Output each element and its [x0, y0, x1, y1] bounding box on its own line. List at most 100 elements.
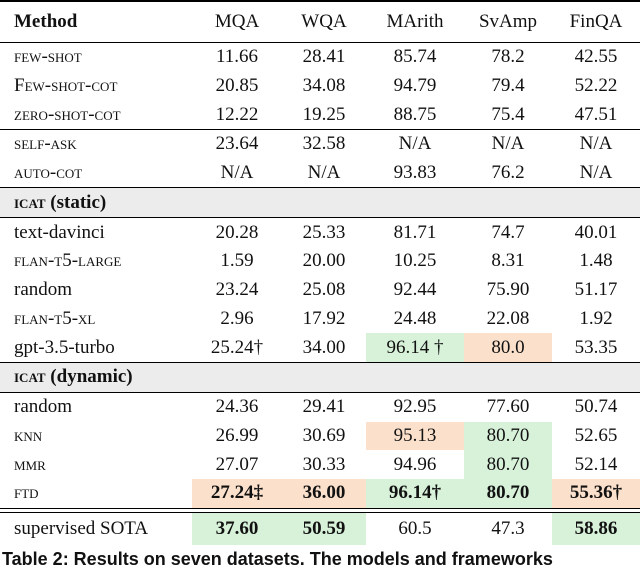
value-cell-second: 55.36† [552, 478, 640, 509]
value-cell: 34.00 [302, 336, 346, 358]
supervised-row: supervised SOTA 37.60 50.59 60.5 47.3 58… [0, 512, 640, 545]
table-caption: Table 2: Results on seven datasets. The … [2, 548, 553, 569]
header-mqa: MQA [214, 11, 260, 32]
value-cell: 92.95 [393, 396, 437, 418]
value-cell: 75.4 [491, 103, 525, 125]
value-cell: 92.44 [393, 279, 437, 301]
value-cell: 75.90 [486, 279, 530, 301]
method-cell: random [14, 396, 73, 418]
table-row: text-davinci 20.28 25.33 81.71 74.7 40.0… [0, 217, 640, 247]
value-cell: 20.00 [302, 250, 346, 272]
value-cell: 10.25 [393, 250, 437, 272]
method-cell: knn [14, 424, 43, 446]
header-finqa: FinQA [569, 11, 623, 32]
value-cell: N/A [579, 133, 613, 155]
value-cell: N/A [398, 133, 432, 155]
method-cell: few-shot [14, 46, 82, 68]
table-row: gpt-3.5-turbo 25.24† 34.00 96.14 † 80.0 … [0, 333, 640, 363]
value-cell-best: 96.14† [366, 478, 464, 509]
method-cell: mmr [14, 453, 46, 475]
value-cell: 52.65 [574, 424, 618, 446]
method-cell: self-ask [14, 133, 77, 155]
table-row: knn 26.99 30.69 95.13 80.70 52.65 [0, 421, 640, 451]
value-cell: 22.08 [486, 307, 530, 329]
value-cell-best: 80.70 [464, 421, 552, 451]
value-cell-best: 96.14 † [366, 333, 464, 363]
value-cell: 52.14 [574, 453, 618, 475]
value-cell: 93.83 [393, 162, 437, 184]
value-cell: 28.41 [302, 46, 346, 68]
value-cell: N/A [579, 162, 613, 184]
supervised-table: supervised SOTA 37.60 50.59 60.5 47.3 58… [0, 512, 640, 545]
value-cell: 23.24 [215, 279, 259, 301]
value-cell: 17.92 [302, 307, 346, 329]
value-cell: 79.4 [491, 75, 525, 97]
value-cell-best: 58.86 [552, 512, 640, 545]
value-cell: 20.85 [215, 75, 259, 97]
value-cell: 78.2 [491, 46, 525, 68]
value-cell: 1.92 [579, 307, 613, 329]
value-cell: 94.79 [393, 75, 437, 97]
table-row: self-ask 23.64 32.58 N/A N/A N/A [0, 129, 640, 159]
value-cell: 47.51 [574, 103, 618, 125]
method-cell: Few-shot-cot [14, 75, 118, 97]
table-row: mmr 27.07 30.33 94.96 80.70 52.14 [0, 450, 640, 479]
value-cell: 24.48 [393, 307, 437, 329]
method-cell: zero-shot-cot [14, 103, 121, 125]
value-cell: 11.66 [215, 46, 259, 68]
value-cell-best: 80.70 [464, 478, 552, 509]
value-cell-second: 80.0 [464, 333, 552, 363]
value-cell: 20.28 [215, 221, 259, 243]
table-row: zero-shot-cot 12.22 19.25 88.75 75.4 47.… [0, 100, 640, 129]
value-cell-best: 50.59 [282, 512, 366, 545]
value-cell: N/A [220, 162, 254, 184]
results-table: Method MQA WQA MArith SvAmp FinQA few-sh… [0, 1, 640, 509]
value-cell: 50.74 [574, 396, 618, 418]
header-marith: MArith [386, 11, 444, 32]
value-cell: 1.59 [220, 250, 254, 272]
value-cell: 12.22 [215, 103, 259, 125]
value-cell-second: 36.00 [282, 478, 366, 509]
table-row: random 24.36 29.41 92.95 77.60 50.74 [0, 392, 640, 421]
value-cell: 76.2 [491, 162, 525, 184]
method-cell: flan-t5-large [14, 250, 122, 272]
table-row: Few-shot-cot 20.85 34.08 94.79 79.4 52.2… [0, 72, 640, 101]
table-row: ftd 27.24‡ 36.00 96.14† 80.70 55.36† [0, 478, 640, 509]
value-cell: 94.96 [393, 453, 437, 475]
value-cell: 2.96 [220, 307, 254, 329]
value-cell: 81.71 [393, 221, 437, 243]
section-title: icat (static) [0, 187, 640, 218]
value-cell: 51.17 [574, 279, 618, 301]
value-cell: 42.55 [574, 46, 618, 68]
value-cell: 30.69 [302, 424, 346, 446]
value-cell: 53.35 [574, 336, 618, 358]
value-cell: 77.60 [486, 396, 530, 418]
method-cell: flan-t5-xl [14, 307, 96, 329]
value-cell: 74.7 [491, 221, 525, 243]
header-method: Method [14, 11, 78, 32]
value-cell: 40.01 [574, 221, 618, 243]
table-row: auto-cot N/A N/A 93.83 76.2 N/A [0, 159, 640, 188]
value-cell: 29.41 [302, 396, 346, 418]
section-title: icat (dynamic) [0, 362, 640, 393]
method-cell: supervised SOTA [14, 517, 149, 539]
table-row: flan-t5-xl 2.96 17.92 24.48 22.08 1.92 [0, 305, 640, 334]
value-cell: 26.99 [215, 424, 259, 446]
value-cell: 88.75 [393, 103, 437, 125]
value-cell: 32.58 [302, 133, 346, 155]
value-cell-best: 37.60 [192, 512, 282, 545]
method-cell: gpt-3.5-turbo [14, 336, 115, 358]
value-cell: 30.33 [302, 453, 346, 475]
value-cell: 23.64 [215, 133, 259, 155]
header-row: Method MQA WQA MArith SvAmp FinQA [0, 1, 640, 43]
value-cell: 52.22 [574, 75, 618, 97]
method-cell: text-davinci [14, 221, 105, 243]
table-row: random 23.24 25.08 92.44 75.90 51.17 [0, 276, 640, 305]
value-cell: 24.36 [215, 396, 259, 418]
header-wqa: WQA [301, 11, 347, 32]
value-cell: 27.07 [215, 453, 259, 475]
value-cell: 25.08 [302, 279, 346, 301]
value-cell: 47.3 [491, 517, 525, 539]
method-cell: ftd [14, 482, 39, 504]
value-cell: 34.08 [302, 75, 346, 97]
